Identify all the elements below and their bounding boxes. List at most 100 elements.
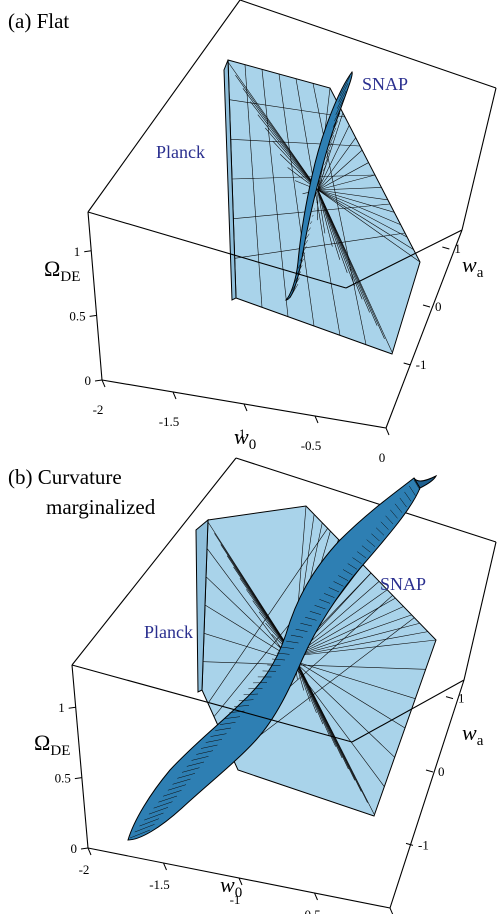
box-edge [87,211,347,289]
snap-mesh-line [371,533,380,542]
snap-mesh-line [234,705,250,707]
snap-mesh-line [336,90,347,109]
snap-mesh-line [289,283,299,299]
mesh-line [293,639,437,657]
x-tick [385,427,390,436]
snap-mesh-line [318,186,321,191]
snap-mesh-line [144,812,164,821]
panel-b-title-line2: marginalized [46,495,156,519]
box-edge [385,229,463,429]
z-tick [94,379,103,382]
x-tick [314,415,319,424]
z-tick-label: 1 [58,700,65,715]
snap-mesh-line [305,616,317,621]
z-tick-label: 0.5 [55,771,71,786]
box-edge [71,664,89,849]
mesh-line [261,69,289,317]
snap-mesh-line [327,142,333,153]
snap-mesh-line [153,801,173,809]
z-tick-label: 0.5 [69,308,85,323]
snap-mesh-line [248,688,263,690]
snap-mesh-line [196,750,214,755]
box-edge [461,87,497,231]
snap-body [127,477,421,841]
snap-mesh-line [325,149,331,159]
box-edge [345,229,463,289]
snap-mesh-line [319,599,331,604]
snap-mesh-line [129,829,151,839]
mesh-line [231,174,376,180]
snap-mesh-line [339,75,351,97]
snap-mesh-line [366,539,376,547]
snap-mesh-line [172,778,191,785]
snap-mesh-line [297,258,304,269]
box-edge [87,0,241,213]
mesh-line [317,189,348,274]
box-edge [389,679,465,909]
snap-label: SNAP [380,574,426,594]
snap-mesh-line [329,127,337,140]
mesh-line [278,73,315,327]
snap-mesh [289,75,351,299]
mesh-line [205,576,395,758]
snap-mesh-line [163,790,182,797]
snap-mesh-line [409,485,416,496]
y-tick [422,304,431,308]
snap-mesh-line [335,98,345,115]
snap-mesh-line [399,497,407,508]
snap-mesh-line [243,693,259,696]
snap-mesh-line [320,179,323,184]
y-tick [442,246,450,250]
z-tick [74,777,82,780]
snap-mesh-line [321,172,325,178]
snap-mesh-line [134,824,155,833]
snap-mesh-line [307,227,311,232]
box-edge [235,457,497,543]
snap-mesh-line [286,640,299,644]
panel-b: (b) Curvature marginalized SNAP Planck -… [8,457,497,914]
x-axis-title: w0 [220,872,242,901]
snap-mesh-line [394,503,403,513]
mesh-line [317,189,401,225]
mesh-line [293,622,420,657]
mesh-line [265,127,319,191]
mesh-line [317,189,388,201]
snap-mesh-line [311,214,314,217]
snap-end [413,474,438,489]
x-tick-label: -1.5 [149,877,170,892]
x-tick [87,847,92,856]
mesh-line [293,597,396,657]
x-tick [314,892,318,901]
snap-label: SNAP [362,74,408,94]
snap-mesh-line [314,605,326,610]
planck-region [223,59,421,355]
snap-mesh-line [357,551,367,559]
box-edge [87,211,103,381]
snap-mesh-line [342,569,353,576]
z-tick [80,847,89,850]
snap-mesh-line [267,664,281,666]
panel-a: (a) Flat SNAP Planck -2 -1.5 -1 -0.5 0 -1 0 1 0 0… [8,0,497,465]
mesh-line [317,189,356,287]
box-edge [71,664,353,743]
y-tick [403,362,411,366]
snap-mesh-line [219,722,236,725]
y-tick-label: 0 [438,764,445,779]
x-tick [243,403,248,412]
snap-mesh-line [331,120,339,134]
mesh-line [317,189,408,238]
x-tick [163,862,167,871]
snap-mesh-line [413,479,421,491]
snap-mesh-line [148,807,169,815]
mesh-line [230,139,361,147]
snap-mesh-line [238,699,254,702]
x-tick [172,391,177,400]
y-axis-title: wa [462,720,484,749]
snap-mesh-line [323,593,335,598]
z-tick [89,314,97,317]
snap-mesh-line [139,818,160,827]
snap-mesh-line [309,221,313,225]
snap-mesh-line [390,509,398,519]
y-tick-label: 0 [435,299,442,314]
